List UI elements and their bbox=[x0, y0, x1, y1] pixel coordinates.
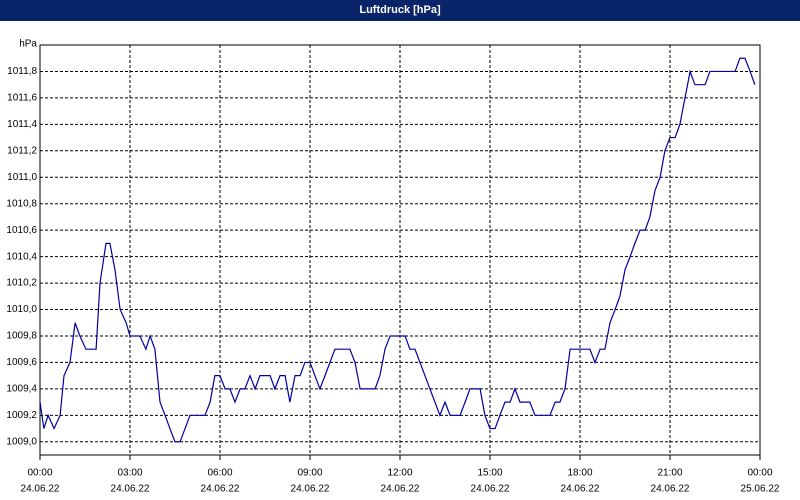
x-tick-label: 00:00 bbox=[747, 468, 772, 479]
x-tick-label: 12:00 bbox=[387, 468, 412, 479]
x-tick-label: 06:00 bbox=[207, 468, 232, 479]
y-tick-label: 1011,2 bbox=[7, 145, 37, 156]
y-tick-label: 1009,8 bbox=[6, 331, 37, 342]
y-tick-label: 1010,0 bbox=[6, 304, 37, 315]
y-tick-label: 1011,4 bbox=[7, 119, 37, 130]
y-tick-label: 1010,4 bbox=[6, 251, 37, 262]
y-axis-unit: hPa bbox=[19, 39, 37, 50]
y-tick-label: 1011,6 bbox=[7, 93, 37, 104]
x-tick-date: 24.06.22 bbox=[111, 484, 150, 495]
x-tick-date: 25.06.22 bbox=[741, 484, 780, 495]
chart-title: Luftdruck [hPa] bbox=[0, 0, 800, 21]
x-tick-label: 03:00 bbox=[117, 468, 142, 479]
x-tick-label: 15:00 bbox=[477, 468, 502, 479]
x-tick-date: 24.06.22 bbox=[561, 484, 600, 495]
chart: hPa 1009,0 1009,2 1009,4 1009,6 1009,8 1010,0… bbox=[6, 39, 780, 495]
x-tick-date: 24.06.22 bbox=[291, 484, 330, 495]
x-tick-date: 24.06.22 bbox=[201, 484, 240, 495]
x-tick-label: 09:00 bbox=[297, 468, 322, 479]
y-tick-label: 1009,0 bbox=[6, 436, 37, 447]
y-tick-label: 1011,8 bbox=[7, 66, 37, 77]
x-tick-date: 24.06.22 bbox=[21, 484, 60, 495]
y-tick-label: 1010,2 bbox=[6, 278, 37, 289]
y-tick-label: 1009,2 bbox=[6, 410, 37, 421]
y-tick-label: 1009,6 bbox=[6, 357, 37, 368]
x-tick-label: 21:00 bbox=[657, 468, 682, 479]
x-tick-label: 18:00 bbox=[567, 468, 592, 479]
y-tick-label: 1011,0 bbox=[7, 172, 37, 183]
x-tick-date: 24.06.22 bbox=[381, 484, 420, 495]
y-tick-label: 1009,4 bbox=[6, 384, 37, 395]
y-tick-label: 1010,6 bbox=[6, 225, 37, 236]
line-series bbox=[39, 57, 756, 443]
y-tick-label: 1010,8 bbox=[6, 198, 37, 209]
x-tick-label: 00:00 bbox=[27, 468, 52, 479]
x-tick-date: 24.06.22 bbox=[471, 484, 510, 495]
x-tick-date: 24.06.22 bbox=[651, 484, 690, 495]
